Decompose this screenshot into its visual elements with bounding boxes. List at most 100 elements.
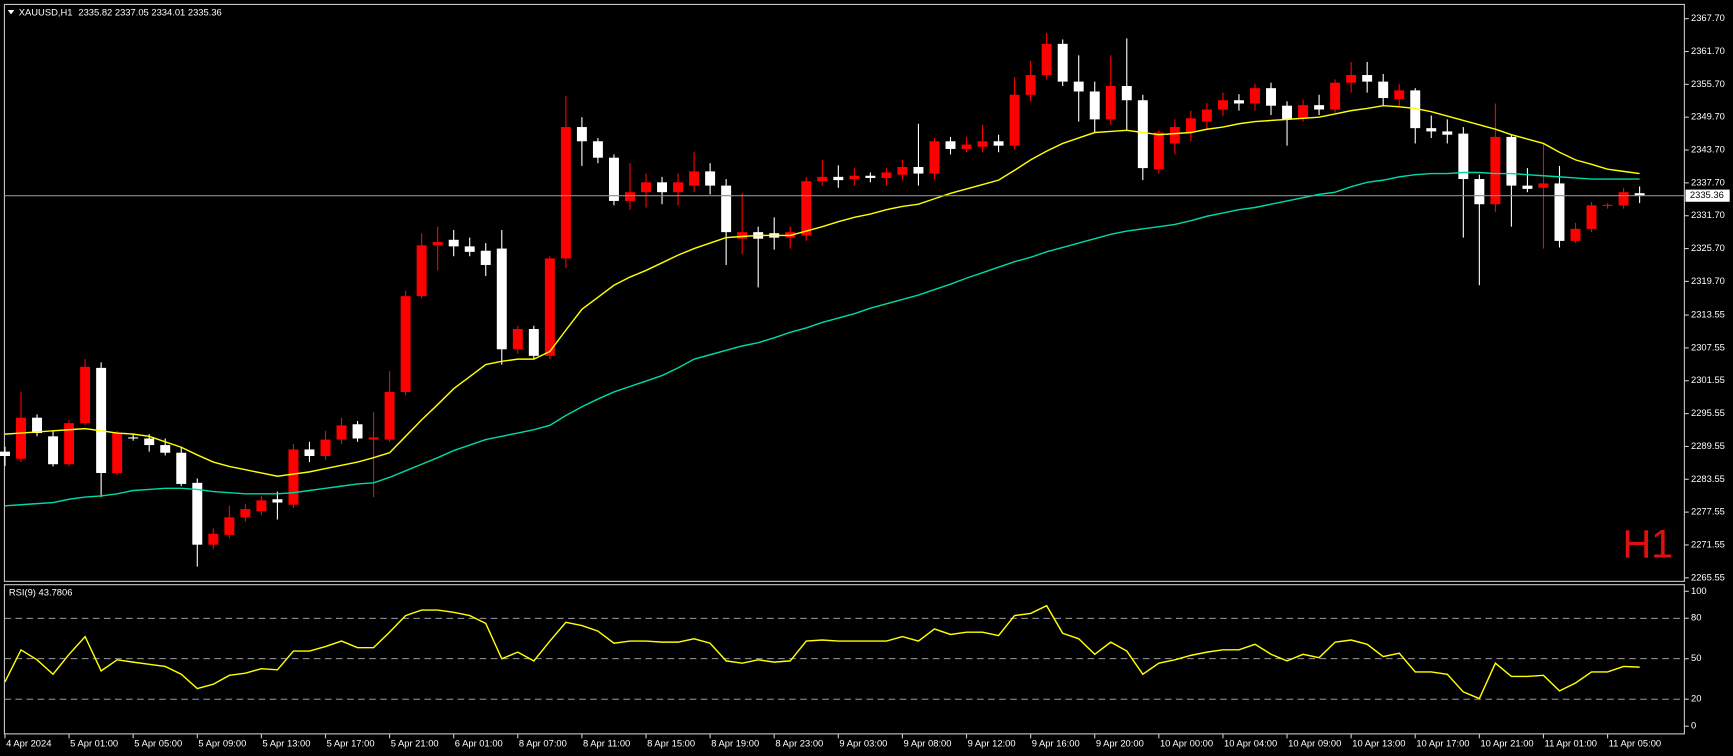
y-tick-label: 2301.55 bbox=[1691, 374, 1725, 385]
y-tick-label: 2325.70 bbox=[1691, 242, 1725, 253]
candle-body bbox=[929, 141, 940, 174]
candle-body bbox=[1298, 105, 1309, 119]
x-tick-label: 10 Apr 04:00 bbox=[1224, 737, 1277, 748]
candle-body bbox=[1378, 81, 1389, 99]
x-tick-label: 5 Apr 13:00 bbox=[262, 737, 310, 748]
price-label: 2335.36 bbox=[1690, 189, 1724, 200]
candle-body bbox=[625, 192, 635, 201]
rsi-header: RSI(9) 43.7806 bbox=[9, 587, 73, 598]
candle-body bbox=[368, 437, 379, 440]
candle-body bbox=[320, 439, 331, 457]
x-tick-label: 10 Apr 09:00 bbox=[1288, 737, 1341, 748]
y-tick-label: 0 bbox=[1691, 720, 1696, 731]
candle-body bbox=[833, 176, 844, 181]
candle-body bbox=[0, 451, 10, 457]
candle-body bbox=[1474, 179, 1485, 205]
candle-body bbox=[544, 258, 555, 356]
last-close: 2335.36 bbox=[188, 7, 222, 18]
last-open: 2335.82 bbox=[78, 7, 112, 18]
candle-body bbox=[256, 500, 267, 512]
candle-body bbox=[384, 391, 395, 440]
x-tick-label: 10 Apr 13:00 bbox=[1352, 737, 1405, 748]
price-label-box bbox=[1685, 189, 1730, 202]
candle-body bbox=[1041, 43, 1052, 76]
candle-body bbox=[881, 172, 892, 178]
y-tick-label: 2277.55 bbox=[1691, 506, 1725, 517]
candle-body bbox=[576, 127, 587, 142]
candle-body bbox=[592, 141, 603, 158]
candle-body bbox=[1217, 100, 1228, 110]
plot-area: 2367.70 2361.70 2355.70 2349.70 2343.70 2337.… bbox=[0, 12, 1730, 748]
rsi-line bbox=[4, 604, 1640, 700]
candle-body bbox=[1266, 88, 1276, 106]
candle-body bbox=[705, 171, 716, 186]
candle-body bbox=[496, 248, 507, 350]
candle-body bbox=[1410, 90, 1421, 129]
x-tick-label: 6 Apr 01:00 bbox=[455, 737, 503, 748]
candle-body bbox=[1282, 105, 1293, 120]
candle-body bbox=[1250, 88, 1260, 104]
candle-body bbox=[128, 437, 139, 439]
candle-body bbox=[1442, 131, 1453, 135]
y-tick-label: 50 bbox=[1691, 652, 1701, 663]
y-tick-label: 2349.70 bbox=[1691, 111, 1725, 122]
candle-body bbox=[1570, 228, 1581, 241]
y-tick-label: 100 bbox=[1691, 585, 1707, 596]
timeframe-label: H1 bbox=[1622, 523, 1673, 567]
y-tick-label: 20 bbox=[1691, 693, 1701, 704]
y-tick-label: 2319.70 bbox=[1691, 275, 1725, 286]
y-tick-label: 2289.55 bbox=[1691, 440, 1725, 451]
candle-body bbox=[1137, 100, 1148, 169]
candle-body bbox=[817, 176, 828, 182]
main-panel-frame bbox=[3, 3, 1685, 582]
candle-body bbox=[192, 482, 203, 545]
candle-body bbox=[1538, 183, 1549, 188]
candle-body bbox=[1314, 105, 1325, 110]
rsi-last-value: 43.7806 bbox=[39, 587, 73, 598]
symbol: XAUUSD,H1 bbox=[19, 7, 73, 18]
x-tick-label: 5 Apr 17:00 bbox=[327, 737, 375, 748]
last-high: 2337.05 bbox=[115, 7, 149, 18]
candle-body bbox=[272, 499, 283, 503]
candle-body bbox=[673, 182, 684, 193]
candle-body bbox=[1490, 136, 1501, 205]
candle-body bbox=[304, 449, 315, 457]
y-tick-label: 2355.70 bbox=[1691, 78, 1725, 89]
candle-body bbox=[112, 433, 123, 473]
candle-body bbox=[1105, 85, 1116, 120]
candle-body bbox=[432, 241, 443, 246]
x-tick-label: 5 Apr 05:00 bbox=[134, 737, 182, 748]
last-low: 2334.01 bbox=[151, 7, 185, 18]
x-tick-label: 9 Apr 08:00 bbox=[904, 737, 952, 748]
x-tick-label: 9 Apr 03:00 bbox=[839, 737, 887, 748]
candle-body bbox=[689, 171, 700, 186]
y-tick-label: 2361.70 bbox=[1691, 45, 1725, 56]
symbol-menu-arrow[interactable] bbox=[7, 9, 15, 15]
rsi-title: RSI(9) bbox=[9, 587, 36, 598]
x-tick-label: 8 Apr 23:00 bbox=[775, 737, 823, 748]
candle-body bbox=[1362, 75, 1373, 82]
candle-body bbox=[176, 452, 187, 484]
candle-body bbox=[737, 232, 748, 239]
candle-body bbox=[1057, 43, 1068, 82]
candle-body bbox=[1025, 75, 1036, 95]
x-tick-label: 9 Apr 12:00 bbox=[968, 737, 1016, 748]
candle-body bbox=[48, 436, 59, 465]
candle-body bbox=[1602, 204, 1613, 206]
y-tick-label: 2283.55 bbox=[1691, 473, 1725, 484]
y-tick-label: 2343.70 bbox=[1691, 144, 1725, 155]
candle-body bbox=[160, 445, 171, 453]
candle-body bbox=[721, 185, 732, 233]
candle-body bbox=[240, 509, 251, 518]
y-tick-label: 80 bbox=[1691, 612, 1701, 623]
x-tick-label: 5 Apr 01:00 bbox=[70, 737, 118, 748]
candle-body bbox=[641, 182, 651, 193]
candle-body bbox=[288, 449, 299, 505]
y-tick-label: 2367.70 bbox=[1691, 12, 1725, 23]
candle-body bbox=[416, 245, 427, 297]
y-tick-label: 2313.55 bbox=[1691, 309, 1725, 320]
candle-body bbox=[1169, 127, 1180, 144]
candle-body bbox=[1634, 193, 1645, 196]
candle-body bbox=[1458, 133, 1469, 180]
